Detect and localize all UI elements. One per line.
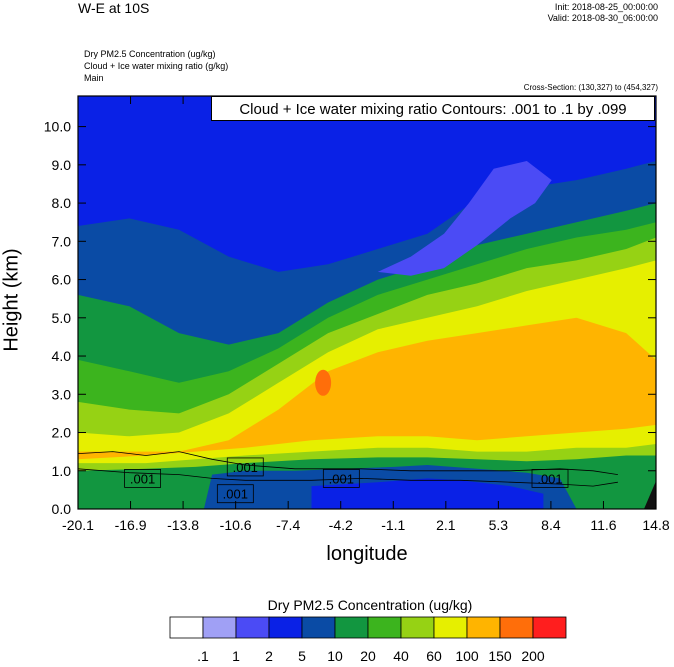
contour-label: .001 [130,471,155,486]
colorbar-swatch [367,616,402,639]
colorbar-title: Dry PM2.5 Concentration (ug/kg) [267,597,473,613]
field-label-main: Main [84,73,104,83]
colorbar-swatch [532,616,567,639]
contour-label-box [531,469,569,488]
contour-label-box [322,469,360,488]
axes: -20.1 -16.9 -13.8 -10.6 -7.4 -4.2 -1.1 2.1 5.3 8.… [44,95,670,533]
contour-label-box [226,457,264,477]
colorbar-swatch [235,616,270,639]
x-tick-label: 2.1 [436,517,456,533]
y-tick-label: 3.0 [52,386,72,402]
colorbar-swatch [334,616,369,639]
contour-label: .001 [233,460,258,475]
colorbar-level-label: 2 [265,648,273,664]
contour-label-box [124,469,161,488]
contour-info-box: Cloud + Ice water mixing ratio Contours:… [211,96,655,121]
x-tick-label: -16.9 [115,517,147,533]
colorbar-level-label: 200 [521,648,545,664]
contour-label: .001 [537,471,562,486]
colorbar-swatch [400,616,435,639]
y-tick-label: 8.0 [52,195,72,211]
colorbar-level-label: 20 [360,648,376,664]
colorbar-level-label: 100 [455,648,479,664]
x-axis-label: longitude [326,543,408,565]
x-tick-label: -20.1 [62,517,94,533]
x-tick-label: -13.8 [167,517,199,533]
field-spot [315,369,332,396]
contour-label: .001 [329,471,354,486]
field-pocket [311,478,544,509]
colorbar-level-label: 40 [393,648,409,664]
field-label-cloud: Cloud + Ice water mixing ratio (g/kg) [84,61,229,71]
cloud-contours: .001 .001 .001 .001 .001 [78,451,618,504]
colorbar-swatch [466,616,501,639]
colorbar-level-label: 60 [426,648,442,664]
colorbar-level-label: 1 [232,648,240,664]
field-wedge [644,481,656,509]
colorbar-swatch [268,616,303,639]
contour-line [78,468,618,487]
x-tick-label: 5.3 [489,517,509,533]
y-axis-label: Height (km) [0,248,23,352]
colorbar-swatch [433,616,468,639]
init-time: Init: 2018-08-25_00:00:00 [554,2,658,12]
x-tick-label: 11.6 [590,517,616,533]
x-tick-label: 8.4 [541,517,561,533]
x-tick-label: -4.2 [329,517,353,533]
contour-label: .001 [223,487,248,502]
colorbar-swatch [301,616,336,639]
colorbar-swatch [169,616,204,639]
x-tick-label: -1.1 [381,517,405,533]
colorbar-swatch [202,616,237,639]
y-tick-label: 9.0 [52,157,72,173]
x-tick-label: -10.6 [220,517,252,533]
colorbar-level-label: 150 [488,648,512,664]
y-tick-label: 0.0 [52,501,72,517]
y-tick-label: 6.0 [52,272,72,288]
y-tick-label: 5.0 [52,310,72,326]
x-tick-label: 14.8 [642,517,669,533]
colorbar-level-label: .1 [197,648,209,664]
colorbar: .1 1 2 5 10 20 40 60 100 150 200 [169,616,567,664]
colorbar-swatch [499,616,534,639]
page-title: W-E at 10S [78,0,150,16]
y-tick-label: 4.0 [52,348,72,364]
y-tick-label: 10.0 [44,119,71,135]
valid-time: Valid: 2018-08-30_06:00:00 [547,13,658,23]
cross-section-label: Cross-Section: (130,327) to (454,327) [523,83,658,92]
field-plume [377,161,552,276]
field-label-pm25: Dry PM2.5 Concentration (ug/kg) [84,49,216,59]
y-tick-label: 2.0 [52,425,72,441]
x-tick-label: -7.4 [276,517,300,533]
pm25-field [78,96,656,509]
colorbar-level-label: 5 [298,648,306,664]
colorbar-level-label: 10 [327,648,343,664]
y-tick-label: 7.0 [52,233,72,249]
y-tick-label: 1.0 [52,463,72,479]
